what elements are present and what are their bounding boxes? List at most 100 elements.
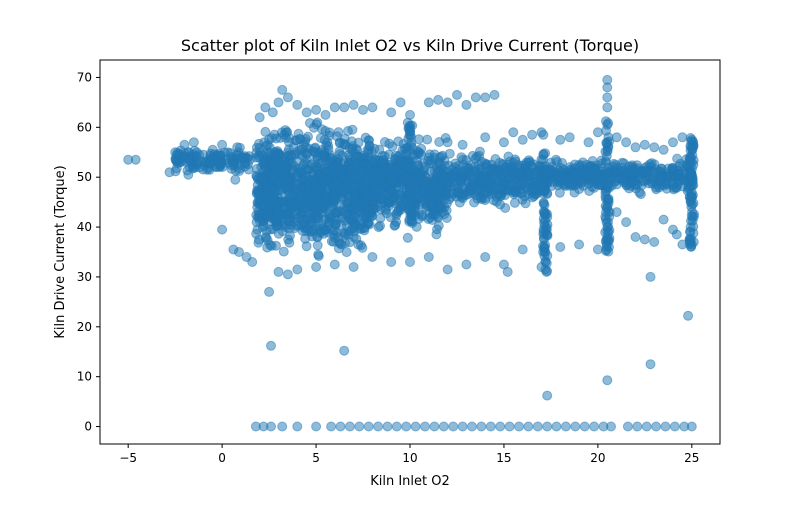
data-point bbox=[251, 171, 262, 182]
data-point bbox=[433, 94, 444, 105]
data-point bbox=[517, 194, 528, 205]
data-point bbox=[463, 176, 474, 187]
data-point bbox=[335, 164, 346, 175]
data-point bbox=[444, 148, 455, 159]
data-point bbox=[542, 229, 553, 240]
data-point bbox=[602, 200, 613, 211]
data-point bbox=[230, 174, 241, 185]
data-point bbox=[315, 133, 326, 144]
data-point bbox=[394, 190, 405, 201]
data-point bbox=[313, 251, 324, 262]
data-point bbox=[202, 164, 213, 175]
data-point bbox=[649, 142, 660, 153]
data-point bbox=[247, 257, 258, 267]
data-point bbox=[348, 99, 359, 110]
data-point bbox=[348, 262, 359, 272]
data-point bbox=[387, 141, 398, 152]
data-point bbox=[346, 160, 357, 171]
data-point bbox=[658, 214, 669, 225]
data-point bbox=[312, 240, 323, 251]
data-point bbox=[343, 126, 353, 136]
data-point bbox=[359, 225, 370, 236]
data-point bbox=[423, 97, 434, 108]
chart-title: Scatter plot of Kiln Inlet O2 vs Kiln Dr… bbox=[181, 36, 639, 55]
data-point bbox=[476, 421, 487, 432]
data-point bbox=[540, 148, 551, 159]
data-point bbox=[504, 421, 515, 432]
data-point bbox=[313, 205, 324, 216]
x-tick-label: 0 bbox=[218, 451, 226, 465]
data-point bbox=[386, 257, 397, 267]
data-point bbox=[277, 421, 288, 432]
data-point bbox=[602, 92, 613, 103]
data-point bbox=[294, 212, 304, 223]
data-point bbox=[261, 141, 271, 152]
data-point bbox=[234, 247, 244, 257]
data-point bbox=[504, 156, 515, 167]
data-point bbox=[645, 359, 656, 370]
data-point bbox=[688, 159, 699, 170]
data-point bbox=[367, 252, 378, 262]
data-point bbox=[602, 375, 613, 386]
y-tick-label: 20 bbox=[77, 320, 92, 334]
data-point bbox=[269, 129, 280, 140]
data-point bbox=[685, 226, 695, 237]
data-point bbox=[438, 421, 449, 432]
data-point bbox=[630, 232, 641, 242]
data-point bbox=[564, 173, 575, 184]
data-point bbox=[639, 139, 650, 150]
data-point bbox=[337, 172, 348, 183]
data-point bbox=[266, 340, 276, 351]
data-point bbox=[292, 164, 303, 175]
data-point bbox=[222, 147, 233, 158]
y-tick-label: 0 bbox=[84, 420, 92, 434]
data-point bbox=[470, 92, 481, 103]
data-point bbox=[314, 186, 324, 197]
data-point bbox=[540, 247, 551, 257]
data-point bbox=[658, 144, 669, 155]
data-point bbox=[470, 167, 480, 177]
y-axis-label: Kiln Drive Current (Torque) bbox=[53, 165, 68, 338]
data-point bbox=[444, 194, 455, 205]
data-point bbox=[686, 239, 697, 250]
data-point bbox=[611, 207, 622, 218]
data-point bbox=[518, 178, 528, 189]
data-point bbox=[321, 140, 332, 151]
data-point bbox=[339, 345, 350, 356]
data-point bbox=[301, 148, 312, 159]
data-point bbox=[480, 252, 491, 262]
data-point bbox=[485, 421, 496, 432]
data-point bbox=[273, 220, 284, 231]
data-point bbox=[376, 198, 387, 209]
data-point bbox=[255, 194, 266, 205]
data-point bbox=[641, 421, 652, 432]
data-point bbox=[480, 195, 491, 206]
data-point bbox=[649, 237, 660, 247]
y-tick-label: 50 bbox=[77, 170, 92, 184]
data-point bbox=[353, 137, 364, 148]
data-point bbox=[508, 127, 519, 138]
data-point bbox=[407, 218, 418, 228]
data-point bbox=[183, 169, 194, 180]
data-point bbox=[611, 132, 622, 143]
data-point bbox=[401, 421, 412, 432]
data-point bbox=[467, 150, 478, 161]
data-point bbox=[527, 129, 538, 140]
data-point bbox=[457, 421, 468, 432]
data-point bbox=[344, 421, 355, 432]
data-point bbox=[630, 178, 641, 189]
data-point bbox=[326, 153, 337, 164]
data-point bbox=[589, 170, 600, 181]
data-point bbox=[355, 151, 366, 162]
data-point bbox=[354, 421, 365, 432]
data-point bbox=[606, 421, 616, 432]
data-point bbox=[671, 229, 682, 240]
data-point bbox=[538, 129, 549, 140]
data-point bbox=[309, 143, 320, 154]
data-point bbox=[386, 184, 397, 195]
y-axis-ticks: 0 10 20 30 40 50 60 70 bbox=[77, 70, 100, 434]
data-point bbox=[584, 161, 595, 172]
